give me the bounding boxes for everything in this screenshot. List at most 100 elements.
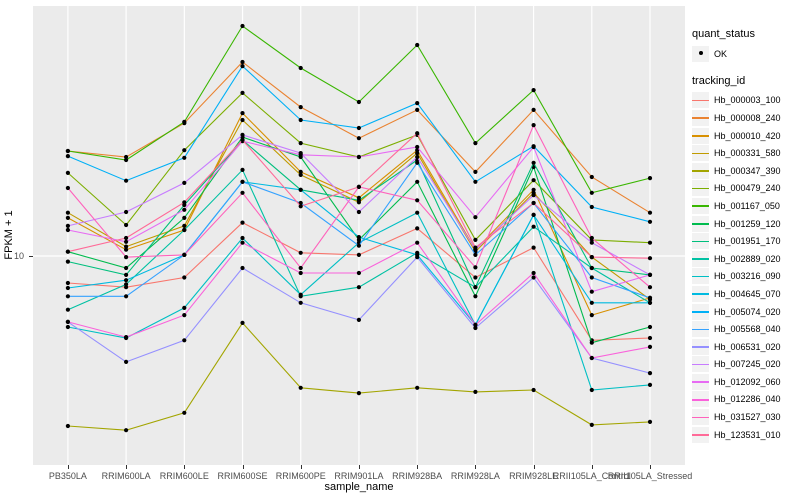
data-point (240, 90, 245, 95)
legend-item-Hb_012286_040: Hb_012286_040 (692, 391, 798, 409)
legend-item-Hb_001167_050: Hb_001167_050 (692, 197, 798, 215)
data-point (415, 144, 420, 150)
data-point (65, 324, 70, 330)
data-point (240, 220, 245, 225)
series-color-line (692, 275, 709, 278)
line-swatch-icon (692, 109, 709, 126)
series-color-line (692, 187, 709, 190)
data-point (65, 280, 70, 286)
data-point (647, 295, 653, 300)
data-point (65, 249, 70, 254)
data-point (65, 154, 70, 159)
data-point (531, 187, 536, 192)
data-point (647, 210, 653, 215)
legend-item-Hb_005568_040: Hb_005568_040 (692, 320, 798, 338)
legend-title-quant-status: quant_status (692, 28, 755, 40)
data-point (124, 359, 129, 364)
legend-title-tracking-id: tracking_id (692, 74, 746, 87)
data-point (415, 385, 420, 390)
data-point (415, 42, 420, 48)
y-axis-title: FPKM + 1 (3, 210, 15, 260)
x-tick-label: RRIM928LA (450, 471, 500, 481)
legend: quant_status OK tracking_id Hb_000003_10… (692, 28, 798, 443)
legend-item-label: Hb_005074_020 (714, 306, 781, 317)
data-point (356, 235, 361, 240)
data-point (589, 235, 594, 241)
data-point (415, 151, 420, 156)
data-point (356, 209, 361, 215)
x-tick-mark (67, 465, 69, 469)
legend-item-label: Hb_000479_240 (714, 183, 781, 194)
data-point (124, 239, 129, 244)
data-point (473, 285, 478, 290)
data-point (182, 410, 187, 415)
data-point (647, 256, 653, 261)
series-points-Hb_007245_020 (65, 132, 653, 277)
line-swatch-icon (692, 233, 709, 250)
line-swatch-icon (692, 197, 709, 214)
series-color-line (692, 363, 709, 366)
x-tick-mark (475, 465, 477, 469)
data-point (589, 190, 594, 195)
data-point (647, 176, 653, 181)
plot-area (33, 6, 685, 465)
data-point (65, 423, 70, 429)
data-point (298, 265, 303, 271)
data-point (124, 265, 129, 271)
line-swatch-icon (692, 426, 709, 443)
data-point (65, 307, 70, 312)
legend-item-label: Hb_001259_120 (714, 218, 781, 229)
data-point (124, 157, 129, 163)
data-point (124, 247, 129, 252)
data-point (531, 88, 536, 93)
line-swatch-icon (692, 215, 709, 232)
legend-item-Hb_005074_020: Hb_005074_020 (692, 303, 798, 321)
x-tick-mark (184, 465, 186, 469)
data-point (240, 137, 245, 143)
data-point (415, 160, 420, 165)
x-tick-mark (358, 465, 360, 469)
data-point (240, 59, 245, 65)
series-points-Hb_012092_060 (65, 139, 653, 294)
data-point (298, 117, 303, 123)
data-point (647, 300, 653, 305)
data-point (298, 385, 303, 390)
data-point (124, 278, 129, 283)
data-point (124, 154, 129, 160)
series-points-Hb_123531_010 (65, 131, 653, 261)
x-tick-label: RRIM901LA (334, 471, 384, 481)
data-point (647, 335, 653, 341)
data-point (65, 319, 70, 324)
data-point (356, 125, 361, 131)
legend-item-label: Hb_031527_030 (714, 412, 781, 423)
x-tick-mark (242, 465, 244, 469)
line-swatch-icon (692, 145, 709, 162)
legend-item-Hb_031527_030: Hb_031527_030 (692, 408, 798, 426)
data-point (589, 300, 594, 305)
data-point (298, 250, 303, 255)
data-point (298, 169, 303, 174)
legend-item-label: Hb_004645_070 (714, 288, 781, 299)
data-point (589, 174, 594, 180)
legend-item-Hb_001259_120: Hb_001259_120 (692, 215, 798, 233)
x-tick-label: RRIM600SE (217, 471, 268, 481)
data-point (298, 172, 303, 177)
series-color-line (692, 240, 709, 243)
data-point (65, 294, 70, 299)
line-swatch-icon (692, 92, 709, 109)
data-point (531, 144, 536, 150)
legend-item-Hb_000347_390: Hb_000347_390 (692, 162, 798, 180)
series-color-line (692, 346, 709, 348)
legend-item-Hb_000003_100: Hb_000003_100 (692, 92, 798, 110)
line-swatch-icon (692, 285, 709, 302)
data-point (182, 223, 187, 228)
legend-item-label: OK (714, 48, 728, 59)
data-point (182, 200, 187, 205)
data-point (240, 179, 245, 184)
data-point (473, 179, 478, 184)
data-point (589, 265, 594, 271)
data-point (647, 382, 653, 387)
data-point (415, 154, 420, 160)
data-point (65, 210, 70, 215)
data-point (356, 154, 361, 160)
